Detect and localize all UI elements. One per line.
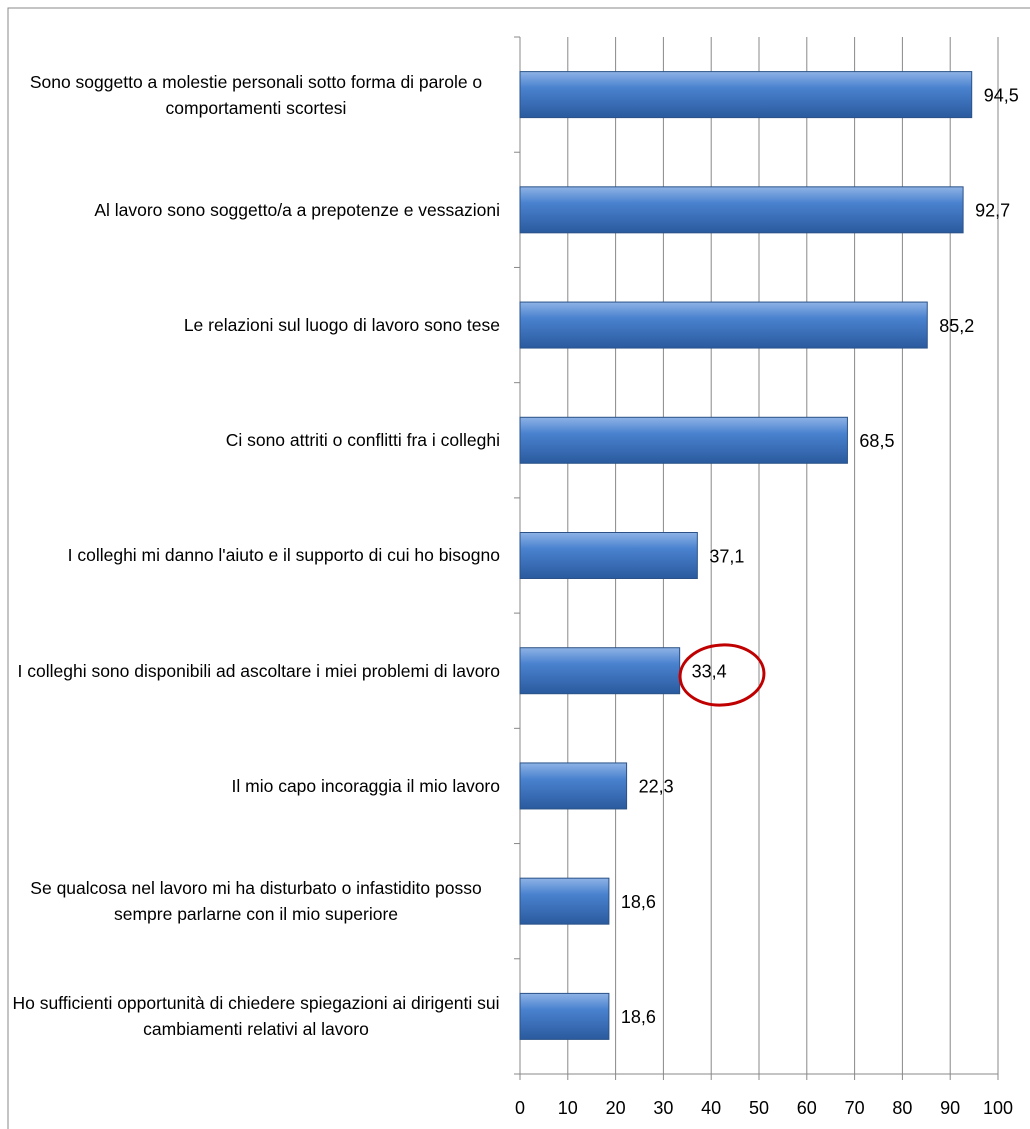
bar bbox=[519, 992, 610, 1040]
y-tick-label-text: I colleghi mi danno l'aiuto e il support… bbox=[67, 545, 500, 566]
y-tick-label-text: Il mio capo incoraggia il mio lavoro bbox=[231, 775, 500, 796]
y-tick-label: Il mio capo incoraggia il mio lavoro bbox=[12, 728, 500, 843]
bar bbox=[519, 301, 928, 349]
annotation-circle bbox=[678, 643, 766, 707]
bar bbox=[519, 186, 964, 234]
bar bbox=[519, 762, 628, 810]
y-tick-label: Le relazioni sul luogo di lavoro sono te… bbox=[12, 267, 500, 382]
y-tick-label-text: Ho sufficienti opportunità di chiedere s… bbox=[12, 993, 500, 1040]
y-tick-label-text: Al lavoro sono soggetto/a a prepotenze e… bbox=[94, 199, 500, 220]
y-tick-label: I colleghi sono disponibili ad ascoltare… bbox=[12, 613, 500, 728]
y-tick-label: Se qualcosa nel lavoro mi ha disturbato … bbox=[12, 844, 500, 959]
data-label: 85,2 bbox=[939, 316, 974, 336]
x-tick-label: 0 bbox=[515, 1098, 525, 1118]
data-label: 68,5 bbox=[859, 431, 894, 451]
y-tick-label-text: Sono soggetto a molestie personali sotto… bbox=[29, 71, 483, 118]
x-tick-label: 60 bbox=[797, 1098, 817, 1118]
bar bbox=[519, 647, 681, 695]
data-label: 37,1 bbox=[709, 546, 744, 566]
data-label: 18,6 bbox=[621, 1007, 656, 1027]
y-tick-label-text: Se qualcosa nel lavoro mi ha disturbato … bbox=[30, 878, 482, 925]
x-tick-label: 10 bbox=[558, 1098, 578, 1118]
y-tick-label: Ho sufficienti opportunità di chiedere s… bbox=[12, 959, 500, 1074]
y-tick-label-text: Ci sono attriti o conflitti fra i colleg… bbox=[225, 430, 500, 451]
x-tick-label: 80 bbox=[892, 1098, 912, 1118]
data-label: 22,3 bbox=[639, 777, 674, 797]
bar bbox=[519, 71, 973, 119]
x-tick-label: 20 bbox=[606, 1098, 626, 1118]
data-label: 92,7 bbox=[975, 201, 1010, 221]
x-tick-label: 50 bbox=[749, 1098, 769, 1118]
bar bbox=[519, 877, 610, 925]
x-tick-label: 30 bbox=[653, 1098, 673, 1118]
y-tick-label-text: Le relazioni sul luogo di lavoro sono te… bbox=[183, 315, 500, 336]
bar bbox=[519, 532, 698, 579]
y-tick-label: I colleghi mi danno l'aiuto e il support… bbox=[12, 498, 500, 613]
data-label: 33,4 bbox=[692, 661, 727, 681]
y-tick-label: Sono soggetto a molestie personali sotto… bbox=[12, 37, 500, 152]
x-tick-label: 40 bbox=[701, 1098, 721, 1118]
bar bbox=[519, 416, 848, 464]
y-tick-label: Al lavoro sono soggetto/a a prepotenze e… bbox=[12, 152, 500, 267]
x-tick-label: 70 bbox=[845, 1098, 865, 1118]
y-tick-label-text: I colleghi sono disponibili ad ascoltare… bbox=[17, 660, 500, 681]
data-label: 94,5 bbox=[984, 85, 1019, 105]
x-tick-label: 90 bbox=[940, 1098, 960, 1118]
y-tick-label: Ci sono attriti o conflitti fra i colleg… bbox=[12, 383, 500, 498]
data-label: 18,6 bbox=[621, 892, 656, 912]
x-tick-label: 100 bbox=[983, 1098, 1013, 1118]
frame bbox=[7, 7, 1030, 1129]
